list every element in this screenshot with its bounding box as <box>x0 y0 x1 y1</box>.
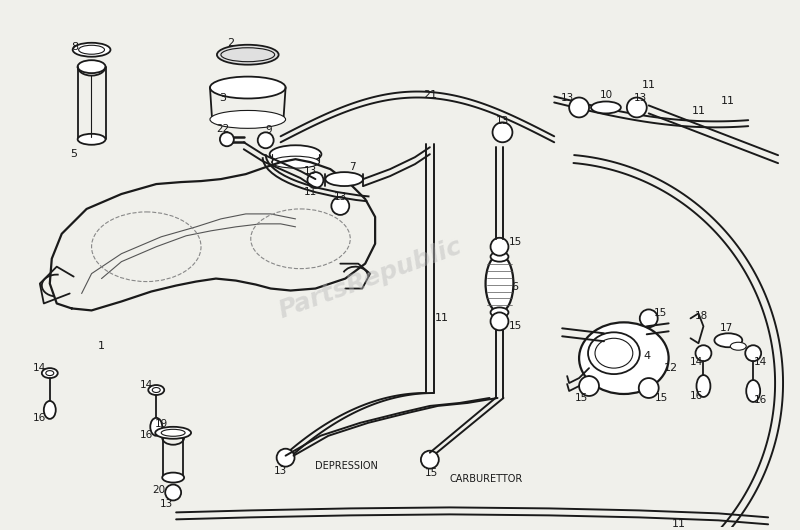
Text: 13: 13 <box>159 499 173 509</box>
Circle shape <box>277 449 294 466</box>
Text: 15: 15 <box>426 467 438 478</box>
Text: 8: 8 <box>71 42 78 52</box>
Text: 14: 14 <box>34 363 46 373</box>
Text: 3: 3 <box>219 93 226 102</box>
Text: 16: 16 <box>690 391 703 401</box>
Ellipse shape <box>326 172 363 186</box>
Circle shape <box>695 345 711 361</box>
Ellipse shape <box>579 322 669 394</box>
Text: 13: 13 <box>304 166 317 176</box>
Circle shape <box>746 345 761 361</box>
Text: 20: 20 <box>153 484 166 494</box>
Ellipse shape <box>490 307 509 317</box>
Ellipse shape <box>162 429 185 436</box>
Text: 15: 15 <box>574 393 588 403</box>
Ellipse shape <box>148 385 164 395</box>
Ellipse shape <box>73 43 110 57</box>
Text: 6: 6 <box>511 281 518 292</box>
Ellipse shape <box>78 134 106 145</box>
Text: 14: 14 <box>754 357 766 367</box>
Circle shape <box>331 197 350 215</box>
Ellipse shape <box>162 473 184 482</box>
Circle shape <box>490 238 509 255</box>
Text: 22: 22 <box>216 125 230 134</box>
Text: 13: 13 <box>496 117 509 126</box>
Text: 21: 21 <box>422 90 437 100</box>
Text: 4: 4 <box>643 351 650 361</box>
Circle shape <box>579 376 599 396</box>
Text: 18: 18 <box>695 312 708 321</box>
Ellipse shape <box>217 45 278 65</box>
Ellipse shape <box>210 77 286 99</box>
Ellipse shape <box>221 48 274 61</box>
Text: 15: 15 <box>509 237 522 247</box>
Ellipse shape <box>78 60 106 73</box>
Text: 14: 14 <box>140 380 153 390</box>
Circle shape <box>258 132 274 148</box>
Ellipse shape <box>42 368 58 378</box>
Text: 2: 2 <box>227 38 234 48</box>
Circle shape <box>638 378 658 398</box>
Circle shape <box>220 132 234 146</box>
Ellipse shape <box>152 387 160 393</box>
Text: 12: 12 <box>663 363 678 373</box>
Text: 7: 7 <box>349 162 355 172</box>
Text: 1: 1 <box>98 341 105 351</box>
Ellipse shape <box>591 101 621 113</box>
Ellipse shape <box>486 255 514 312</box>
Ellipse shape <box>78 45 105 54</box>
Text: 14: 14 <box>690 357 703 367</box>
Text: 11: 11 <box>691 107 706 117</box>
Text: 13: 13 <box>561 93 574 102</box>
Text: 13: 13 <box>334 192 347 202</box>
Text: 16: 16 <box>754 395 766 405</box>
Circle shape <box>569 98 589 118</box>
Ellipse shape <box>588 332 640 374</box>
Text: 15: 15 <box>655 393 668 403</box>
Ellipse shape <box>210 110 286 128</box>
Text: 10: 10 <box>599 90 613 100</box>
Text: PartsRepublic: PartsRepublic <box>275 234 465 323</box>
Circle shape <box>493 122 513 142</box>
Text: 15: 15 <box>654 308 667 319</box>
Text: CARBURETTOR: CARBURETTOR <box>450 474 523 483</box>
Text: 17: 17 <box>720 323 733 333</box>
Text: 19: 19 <box>154 419 168 429</box>
Ellipse shape <box>46 370 54 376</box>
Text: 16: 16 <box>34 413 46 423</box>
Circle shape <box>165 484 181 500</box>
Text: 11: 11 <box>642 80 656 90</box>
Circle shape <box>421 450 439 469</box>
Text: 5: 5 <box>70 149 77 159</box>
Ellipse shape <box>697 375 710 397</box>
Ellipse shape <box>155 427 191 439</box>
Ellipse shape <box>714 333 742 347</box>
Circle shape <box>627 98 646 118</box>
Circle shape <box>490 312 509 330</box>
Ellipse shape <box>44 401 56 419</box>
Ellipse shape <box>746 380 760 402</box>
Text: 16: 16 <box>140 430 153 440</box>
Ellipse shape <box>272 156 319 168</box>
Text: 13: 13 <box>274 465 287 475</box>
Ellipse shape <box>270 145 322 163</box>
Ellipse shape <box>730 342 746 350</box>
Text: 11: 11 <box>304 187 317 197</box>
Text: DEPRESSION: DEPRESSION <box>315 461 378 471</box>
Circle shape <box>640 310 658 328</box>
Ellipse shape <box>490 252 509 262</box>
Text: 13: 13 <box>634 93 647 102</box>
Text: 11: 11 <box>671 519 686 529</box>
Text: 9: 9 <box>266 125 272 135</box>
Text: 11: 11 <box>434 313 449 323</box>
Text: 15: 15 <box>509 321 522 331</box>
Ellipse shape <box>150 418 162 436</box>
Text: 11: 11 <box>722 96 735 107</box>
Circle shape <box>307 172 323 188</box>
